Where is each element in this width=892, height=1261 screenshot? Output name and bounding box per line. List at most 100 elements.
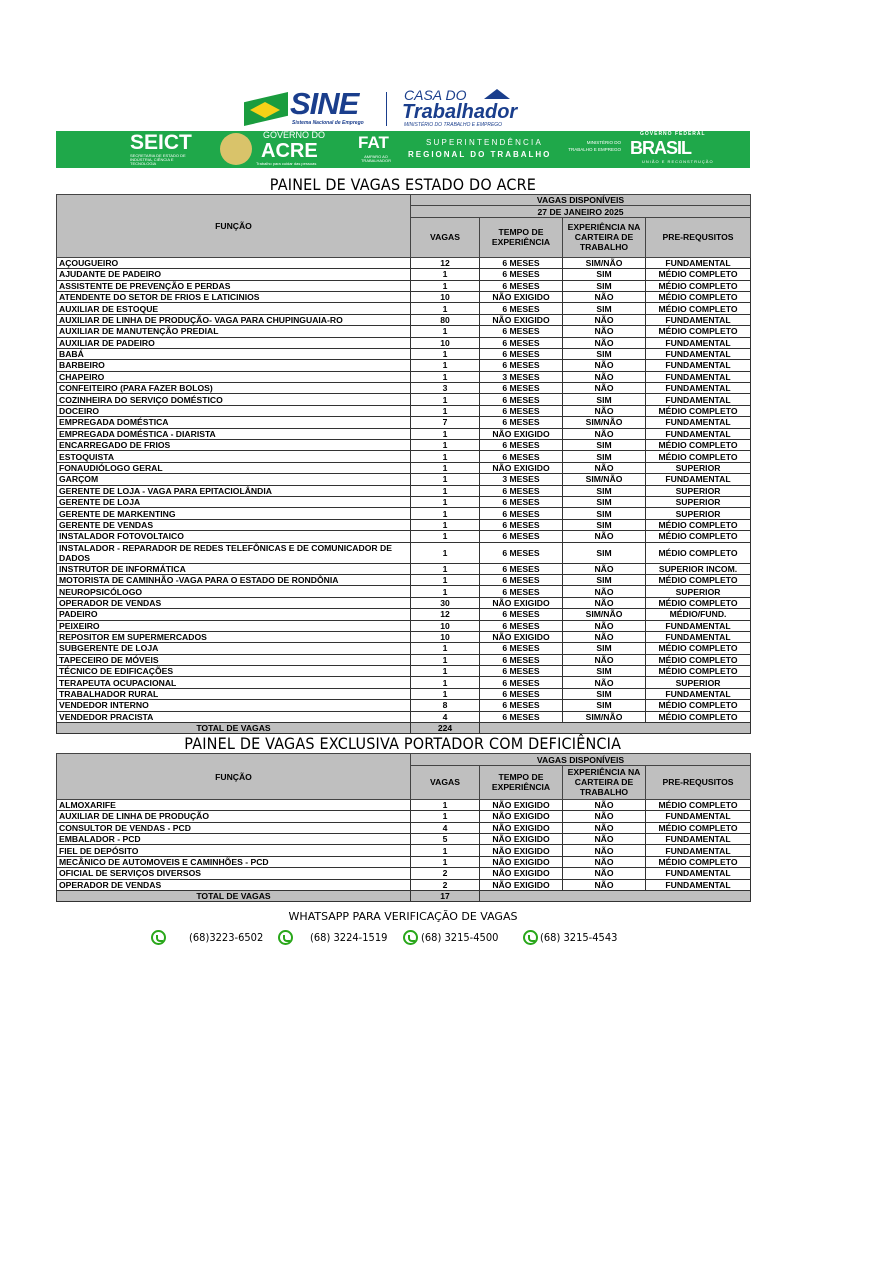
tempo-cell: 6 MESES bbox=[479, 484, 563, 498]
experiencia-cell: SIM/NÃO bbox=[562, 710, 646, 724]
vagas-cell: 1 bbox=[410, 562, 480, 575]
funcao-cell: FIEL DE DEPÓSITO bbox=[56, 844, 411, 857]
experiencia-cell: SIM bbox=[562, 439, 646, 452]
experiencia-cell: NÃO bbox=[562, 630, 646, 644]
funcao-cell: BABÁ bbox=[56, 347, 411, 361]
phone-number[interactable]: (68) 3215-4500 bbox=[421, 931, 499, 945]
pre-requisito-cell: MÉDIO COMPLETO bbox=[644, 855, 752, 869]
experiencia-cell: NÃO bbox=[562, 821, 646, 834]
experiencia-cell: SIM bbox=[562, 541, 646, 564]
funcao-cell: ALMOXARIFE bbox=[56, 798, 411, 812]
vagas-cell: 1 bbox=[410, 461, 480, 475]
experiencia-cell: SIM bbox=[562, 347, 646, 361]
col-tempo: TEMPO DE EXPERIÊNCIA bbox=[479, 764, 563, 800]
experiencia-cell: NÃO bbox=[562, 427, 646, 441]
pre-requisito-cell: FUNDAMENTAL bbox=[644, 810, 752, 823]
col-vagas: VAGAS bbox=[410, 764, 480, 800]
experiencia-cell: NÃO bbox=[562, 290, 646, 304]
funcao-cell: FONAUDIÓLOGO GERAL bbox=[56, 461, 411, 475]
experiencia-cell: NÃO bbox=[562, 585, 646, 598]
phone-number[interactable]: (68) 3224-1519 bbox=[310, 931, 388, 945]
funcao-cell: TRABALHADOR RURAL bbox=[56, 687, 411, 701]
tempo-cell: 6 MESES bbox=[479, 507, 563, 520]
funcao-cell: COZINHEIRA DO SERVIÇO DOMÉSTICO bbox=[56, 393, 411, 406]
tempo-cell: 6 MESES bbox=[479, 687, 563, 701]
table-row: CONFEITEIRO (PARA FAZER BOLOS) 3 6 MESES NÃ… bbox=[56, 382, 752, 395]
vagas-cell: 1 bbox=[410, 530, 480, 543]
vagas-cell: 1 bbox=[410, 642, 480, 655]
pre-requisito-cell: FUNDAMENTAL bbox=[644, 393, 752, 406]
tempo-cell: 6 MESES bbox=[479, 562, 563, 575]
government-banner: SEICT SECRETARIA DE ESTADO DE INDÚSTRIA,… bbox=[56, 131, 750, 168]
pre-requisito-cell: MÉDIO COMPLETO bbox=[644, 268, 752, 281]
funcao-cell: BARBEIRO bbox=[56, 359, 411, 372]
tempo-cell: 6 MESES bbox=[479, 336, 563, 349]
funcao-cell: MOTORISTA DE CAMINHÃO -VAGA PARA O ESTAD… bbox=[56, 573, 411, 587]
funcao-cell: INSTALADOR - REPARADOR DE REDES TELEFÔNI… bbox=[56, 541, 411, 564]
content: PAINEL DE VAGAS ESTADO DO ACRE FUNÇÃO VAG… bbox=[56, 175, 752, 956]
tempo-cell: 3 MESES bbox=[479, 370, 563, 384]
vagas-cell: 1 bbox=[410, 393, 480, 406]
table-row: AUXILIAR DE PADEIRO 10 6 MESES NÃO FUNDAMENT… bbox=[56, 336, 752, 349]
tempo-cell: NÃO EXIGIDO bbox=[479, 313, 563, 327]
vagas-cell: 1 bbox=[410, 585, 480, 598]
table-row: GARÇOM 1 3 MESES SIM/NÃO FUNDAMENTAL bbox=[56, 473, 752, 486]
experiencia-cell: NÃO bbox=[562, 325, 646, 338]
funcao-cell: AUXILIAR DE MANUTENÇÃO PREDIAL bbox=[56, 325, 411, 338]
funcao-cell: NEUROPSICÓLOGO bbox=[56, 585, 411, 598]
tempo-cell: 6 MESES bbox=[479, 404, 563, 418]
funcao-cell: EMPREGADA DOMÉSTICA - DIARISTA bbox=[56, 427, 411, 441]
table-row: ESTOQUISTA 1 6 MESES SIM MÉDIO COMPLETO bbox=[56, 450, 752, 463]
table-row: INSTALADOR - REPARADOR DE REDES TELEFÔNI… bbox=[56, 541, 752, 564]
pre-requisito-cell: SUPERIOR bbox=[644, 585, 752, 598]
funcao-cell: INSTALADOR FOTOVOLTAICO bbox=[56, 530, 411, 543]
vagas-cell: 2 bbox=[410, 867, 480, 880]
pre-requisito-cell: FUNDAMENTAL bbox=[644, 473, 752, 486]
vagas-cell: 1 bbox=[410, 439, 480, 452]
table-row: OFICIAL DE SERVIÇOS DIVERSOS 2 NÃO EXIGIDO… bbox=[56, 867, 752, 880]
logo-divider bbox=[386, 92, 387, 126]
table-row: DOCEIRO 1 6 MESES NÃO MÉDIO COMPLETO bbox=[56, 404, 752, 418]
phone-number[interactable]: (68)3223-6502 bbox=[189, 931, 264, 945]
vagas-cell: 1 bbox=[410, 302, 480, 315]
table-row: EMBALADOR - PCD 5 NÃO EXIGIDO NÃO FUNDAMENTA… bbox=[56, 832, 752, 846]
table-row: FIEL DE DEPÓSITO 1 NÃO EXIGIDO NÃO FUNDAMENT… bbox=[56, 844, 752, 857]
tempo-cell: 6 MESES bbox=[479, 676, 563, 689]
pre-requisito-cell: FUNDAMENTAL bbox=[644, 347, 752, 361]
table-row: AJUDANTE DE PADEIRO 1 6 MESES SIM MÉDIO COMP… bbox=[56, 268, 752, 281]
pre-requisito-cell: SUPERIOR bbox=[644, 461, 752, 475]
tempo-cell: 6 MESES bbox=[479, 495, 563, 509]
phone-number[interactable]: (68) 3215-4543 bbox=[540, 931, 618, 945]
experiencia-cell: SIM bbox=[562, 699, 646, 712]
experiencia-cell: SIM/NÃO bbox=[562, 473, 646, 486]
funcao-cell: CONSULTOR DE VENDAS - PCD bbox=[56, 821, 411, 834]
table-row: VENDEDOR INTERNO 8 6 MESES SIM MÉDIO COMPLET… bbox=[56, 699, 752, 712]
vagas-disponiveis-header: VAGAS DISPONÍVEIS bbox=[409, 753, 752, 766]
funcao-cell: ENCARREGADO DE FRIOS bbox=[56, 439, 411, 452]
vagas-cell: 10 bbox=[410, 290, 480, 304]
col-funcao: FUNÇÃO bbox=[56, 194, 411, 258]
seict-logo: SEICT bbox=[130, 131, 192, 154]
tempo-cell: NÃO EXIGIDO bbox=[479, 461, 563, 475]
experiencia-cell: SIM bbox=[562, 573, 646, 587]
vagas-cell: 1 bbox=[410, 676, 480, 689]
pre-requisito-cell: MÉDIO COMPLETO bbox=[644, 279, 752, 292]
tempo-cell: 6 MESES bbox=[479, 585, 563, 598]
vagas-cell: 12 bbox=[410, 256, 480, 270]
vagas-cell: 5 bbox=[410, 832, 480, 846]
col-experiencia: EXPERIÊNCIA NA CARTEIRA DE TRABALHO bbox=[562, 216, 646, 258]
funcao-cell: AUXILIAR DE PADEIRO bbox=[56, 336, 411, 349]
table2-title: PAINEL DE VAGAS EXCLUSIVA PORTADOR COM D… bbox=[56, 734, 750, 753]
vagas-cell: 1 bbox=[410, 541, 480, 564]
seict-subtitle: SECRETARIA DE ESTADO DE INDÚSTRIA, CIÊNC… bbox=[130, 153, 186, 166]
governo-do-text: GOVERNO DO bbox=[263, 130, 326, 140]
tempo-cell: NÃO EXIGIDO bbox=[479, 832, 563, 846]
funcao-cell: OPERADOR DE VENDAS bbox=[56, 878, 411, 891]
total-value: 17 bbox=[410, 889, 480, 903]
experiencia-cell: NÃO bbox=[562, 336, 646, 349]
funcao-cell: AUXILIAR DE LINHA DE PRODUÇÃO bbox=[56, 810, 411, 823]
table-row: OPERADOR DE VENDAS 2 NÃO EXIGIDO NÃO FUNDAME… bbox=[56, 878, 752, 891]
table-row: TAPECEIRO DE MÓVEIS 1 6 MESES NÃO MÉDIO COMP… bbox=[56, 653, 752, 667]
funcao-cell: TAPECEIRO DE MÓVEIS bbox=[56, 653, 411, 667]
experiencia-cell: NÃO bbox=[562, 855, 646, 869]
